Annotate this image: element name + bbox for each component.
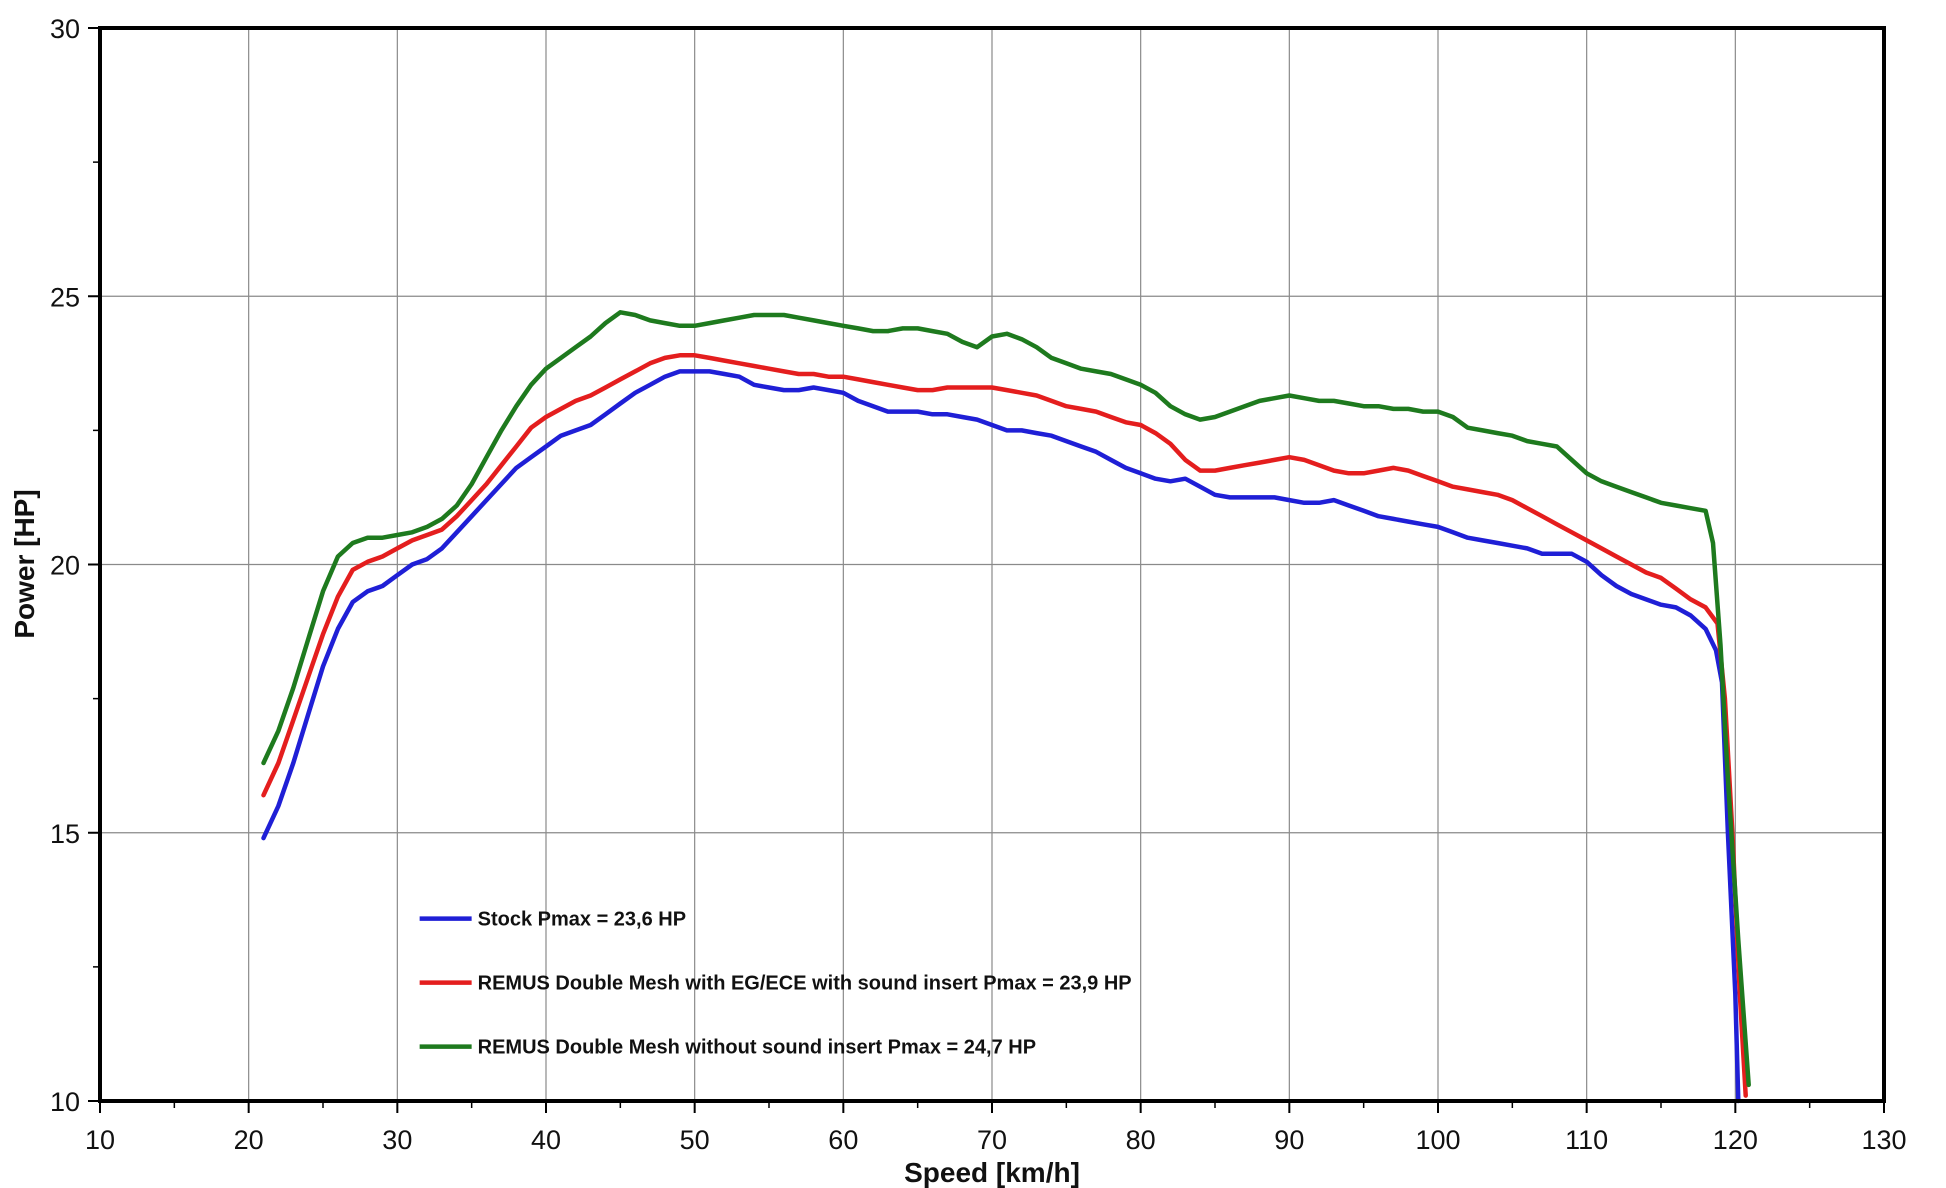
y-tick-label: 10 [50, 1087, 80, 1117]
x-tick-label: 120 [1713, 1125, 1758, 1155]
x-tick-label: 40 [531, 1125, 561, 1155]
y-tick-label: 15 [50, 819, 80, 849]
legend-label: REMUS Double Mesh without sound insert P… [478, 1037, 1036, 1059]
legend-label: Stock Pmax = 23,6 HP [478, 909, 686, 931]
series-line-1 [261, 369, 1741, 1104]
x-tick-label: 110 [1565, 1125, 1608, 1155]
x-tick-label: 50 [680, 1125, 710, 1155]
series-line-3 [261, 310, 1751, 1088]
y-tick-label: 25 [50, 282, 80, 312]
y-axis-title: Power [HP] [9, 489, 40, 638]
ticks: 10 20 30 40 50 60 70 80 90 100 110 120 130 10 15 20 25 30 [50, 14, 1907, 1155]
x-tick-label: 130 [1861, 1125, 1906, 1155]
x-tick-label: 100 [1415, 1125, 1460, 1155]
y-tick-label: 20 [50, 551, 80, 581]
legend: Stock Pmax = 23,6 HP REMUS Double Mesh wi… [419, 909, 1132, 1059]
x-tick-label: 20 [234, 1125, 264, 1155]
x-tick-label: 90 [1274, 1125, 1304, 1155]
x-tick-label: 80 [1126, 1125, 1156, 1155]
legend-label: REMUS Double Mesh with EG/ECE with sound… [478, 973, 1132, 995]
y-tick-label: 30 [50, 14, 80, 44]
x-tick-label: 70 [977, 1125, 1007, 1155]
series-group [261, 310, 1751, 1104]
x-tick-label: 60 [828, 1125, 858, 1155]
x-tick-label: 10 [85, 1125, 115, 1155]
x-axis-title: Speed [km/h] [904, 1157, 1080, 1188]
grid [100, 28, 1884, 1101]
series-line-2 [261, 353, 1748, 1098]
x-tick-label: 30 [382, 1125, 412, 1155]
